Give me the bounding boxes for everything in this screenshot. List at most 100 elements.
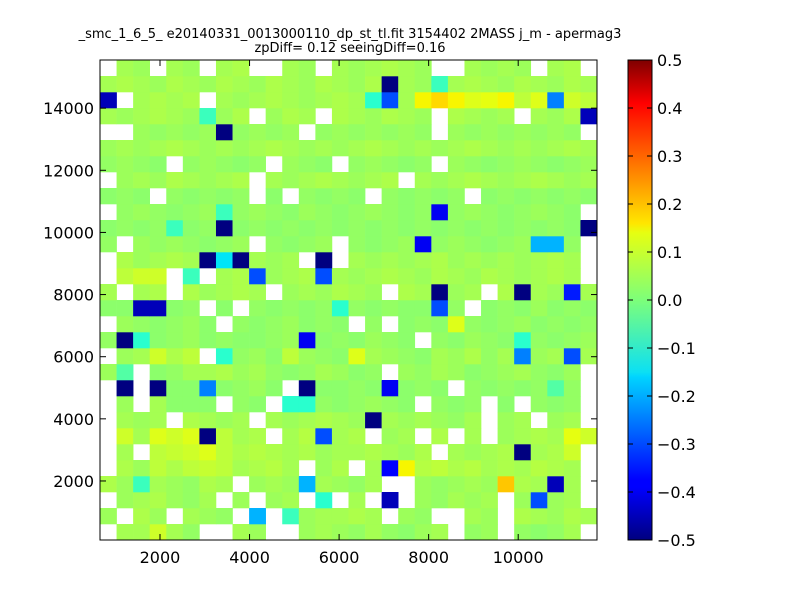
heatmap-cell [464, 252, 482, 269]
heatmap-cell [331, 316, 349, 333]
heatmap-cell [398, 124, 416, 141]
heatmap-cell [232, 380, 250, 397]
heatmap-cell [365, 140, 382, 157]
heatmap-cell [365, 508, 382, 525]
y-tick-label: 8000 [53, 286, 94, 305]
heatmap-cell [398, 252, 416, 269]
heatmap-cell [365, 92, 382, 109]
heatmap-cell [348, 364, 366, 381]
heatmap-cell [481, 492, 498, 509]
heatmap-cell [497, 460, 515, 477]
heatmap-cell [481, 188, 498, 205]
heatmap-cell [547, 492, 565, 509]
heatmap-cell [149, 476, 167, 493]
heatmap-cell [381, 348, 399, 365]
heatmap-cell [133, 508, 150, 525]
heatmap-cell [199, 428, 217, 445]
heatmap-cell [215, 188, 233, 205]
heatmap-cell [199, 76, 217, 93]
heatmap-cell [298, 332, 316, 349]
heatmap-cell [166, 220, 184, 237]
heatmap-cell [381, 412, 399, 429]
heatmap-cell [315, 140, 333, 157]
heatmap-cell [580, 316, 598, 333]
heatmap-cell [563, 284, 581, 301]
heatmap-cell [481, 236, 498, 253]
heatmap-cell [232, 140, 250, 157]
heatmap-cell [182, 380, 200, 397]
heatmap-cell [199, 124, 217, 141]
heatmap-cell [315, 348, 333, 365]
heatmap-cell [232, 332, 250, 349]
heatmap-cell [381, 124, 399, 141]
heatmap-cell [249, 252, 266, 269]
heatmap-cell [265, 412, 283, 429]
heatmap-cell [414, 172, 432, 189]
heatmap-cell [514, 428, 532, 445]
heatmap-cell [464, 140, 482, 157]
heatmap-cell [547, 140, 565, 157]
heatmap-cell [398, 316, 416, 333]
heatmap-cell [398, 108, 416, 125]
heatmap-cell [530, 252, 548, 269]
colorbar-tick-label: −0.3 [657, 435, 696, 454]
heatmap-cell [133, 236, 150, 253]
heatmap-cell [166, 140, 184, 157]
heatmap-cell [133, 492, 150, 509]
heatmap-cell [116, 316, 134, 333]
heatmap-cell [282, 92, 300, 109]
heatmap-cell [166, 252, 184, 269]
heatmap-cell [315, 460, 333, 477]
heatmap-cell [116, 172, 134, 189]
heatmap-cell [331, 124, 349, 141]
heatmap-cell [199, 364, 217, 381]
heatmap-cell [331, 140, 349, 157]
heatmap-cell [315, 412, 333, 429]
heatmap-cell [149, 252, 167, 269]
heatmap-cell [331, 188, 349, 205]
heatmap-cell [431, 412, 449, 429]
heatmap-cell [199, 380, 217, 397]
heatmap-cell [265, 476, 283, 493]
heatmap-cell [547, 412, 565, 429]
heatmap-cell [547, 332, 565, 349]
heatmap-cell [166, 172, 184, 189]
heatmap-cell [182, 124, 200, 141]
heatmap-cell [547, 236, 565, 253]
heatmap-cell [414, 284, 432, 301]
x-tick-label: 8000 [408, 548, 449, 567]
heatmap-cell [365, 108, 382, 125]
heatmap-cell [298, 524, 316, 541]
heatmap-cell [447, 76, 465, 93]
heatmap-cell [530, 348, 548, 365]
x-tick-label: 4000 [229, 548, 270, 567]
heatmap-cell [232, 444, 250, 461]
heatmap-cell [265, 300, 283, 317]
heatmap-cell [100, 284, 117, 301]
heatmap-cell [563, 460, 581, 477]
heatmap-cell [530, 300, 548, 317]
heatmap-cell [298, 412, 316, 429]
heatmap-cell [298, 92, 316, 109]
heatmap-cell [265, 444, 283, 461]
heatmap-cell [232, 284, 250, 301]
heatmap-cell [166, 316, 184, 333]
heatmap-cell [398, 380, 416, 397]
heatmap-cell [414, 316, 432, 333]
heatmap-cell [547, 204, 565, 221]
heatmap-cell [133, 332, 150, 349]
heatmap-cell [464, 316, 482, 333]
heatmap-cell [481, 220, 498, 237]
y-tick-label: 10000 [43, 223, 94, 242]
heatmap-cell [365, 284, 382, 301]
heatmap-cell [514, 220, 532, 237]
heatmap-cell [580, 172, 598, 189]
heatmap-cell [563, 428, 581, 445]
heatmap-cell [547, 92, 565, 109]
heatmap-cell [464, 268, 482, 285]
heatmap-cell [547, 364, 565, 381]
heatmap-cell [365, 252, 382, 269]
y-tick-label: 12000 [43, 161, 94, 180]
heatmap-cell [481, 508, 498, 525]
heatmap-cell [298, 284, 316, 301]
